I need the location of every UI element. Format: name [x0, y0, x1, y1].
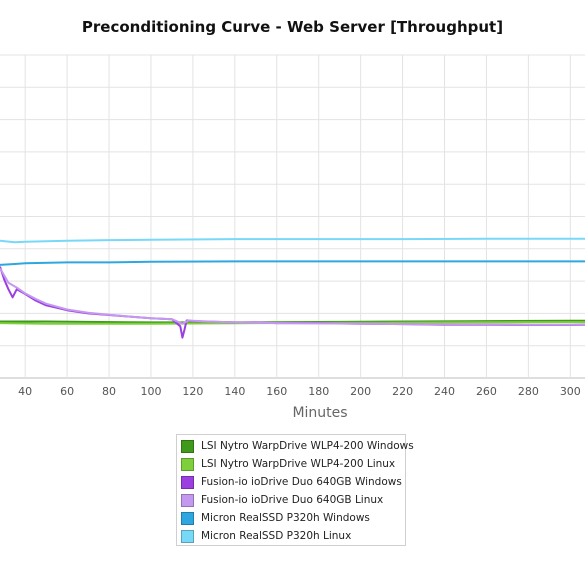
- legend-swatch: [181, 475, 194, 489]
- legend-swatch: [181, 457, 194, 471]
- legend-label: Micron RealSSD P320h Windows: [201, 512, 370, 524]
- x-tick-label: 140: [224, 385, 245, 398]
- legend-swatch: [181, 529, 194, 543]
- x-axis-label: Minutes: [292, 405, 347, 421]
- legend-label: Fusion-io ioDrive Duo 640GB Windows: [201, 476, 402, 488]
- x-tick-label: 280: [518, 385, 539, 398]
- legend-item: LSI Nytro WarpDrive WLP4-200 Linux: [177, 455, 405, 473]
- legend-label: Fusion-io ioDrive Duo 640GB Linux: [201, 494, 384, 506]
- x-tick-label: 60: [60, 385, 74, 398]
- x-tick-label: 40: [18, 385, 32, 398]
- series-line-3: [0, 266, 585, 339]
- legend-item: Micron RealSSD P320h Windows: [177, 509, 405, 527]
- series-lines: [0, 237, 585, 339]
- series-line-5: [0, 260, 585, 266]
- x-tick-label: 80: [102, 385, 116, 398]
- x-tick-label: 240: [434, 385, 455, 398]
- x-tick-label: 120: [182, 385, 203, 398]
- x-tick-label: 180: [308, 385, 329, 398]
- legend-label: Micron RealSSD P320h Linux: [201, 530, 352, 542]
- chart-title: Preconditioning Curve - Web Server [Thro…: [81, 18, 504, 36]
- legend-swatch: [181, 439, 194, 453]
- line-chart: 40 60 80 100 120 140 160 180 200 220 240 260 280 300 …: [0, 54, 585, 421]
- legend-label: LSI Nytro WarpDrive WLP4-200 Windows: [201, 440, 414, 452]
- legend-item: LSI Nytro WarpDrive WLP4-200 Windows: [177, 437, 414, 455]
- legend-item: Micron RealSSD P320h Linux: [177, 527, 405, 545]
- series-line-4: [0, 267, 585, 326]
- legend-swatch: [181, 511, 194, 525]
- x-tick-labels: 40 60 80 100 120 140 160 180 200 220 240 260 280 300: [18, 385, 581, 398]
- legend-swatch: [181, 493, 194, 507]
- x-tick-label: 100: [140, 385, 161, 398]
- legend-item: Fusion-io ioDrive Duo 640GB Windows: [177, 473, 405, 491]
- gridlines: [0, 54, 585, 379]
- legend-item: Fusion-io ioDrive Duo 640GB Linux: [177, 491, 405, 509]
- x-tick-label: 200: [350, 385, 371, 398]
- chart-legend: LSI Nytro WarpDrive WLP4-200 Windows LSI …: [176, 434, 414, 546]
- x-tick-label: 220: [392, 385, 413, 398]
- x-tick-label: 260: [476, 385, 497, 398]
- legend-label: LSI Nytro WarpDrive WLP4-200 Linux: [201, 458, 396, 470]
- series-line-6: [0, 237, 585, 244]
- x-tick-label: 300: [560, 385, 581, 398]
- x-tick-label: 160: [266, 385, 287, 398]
